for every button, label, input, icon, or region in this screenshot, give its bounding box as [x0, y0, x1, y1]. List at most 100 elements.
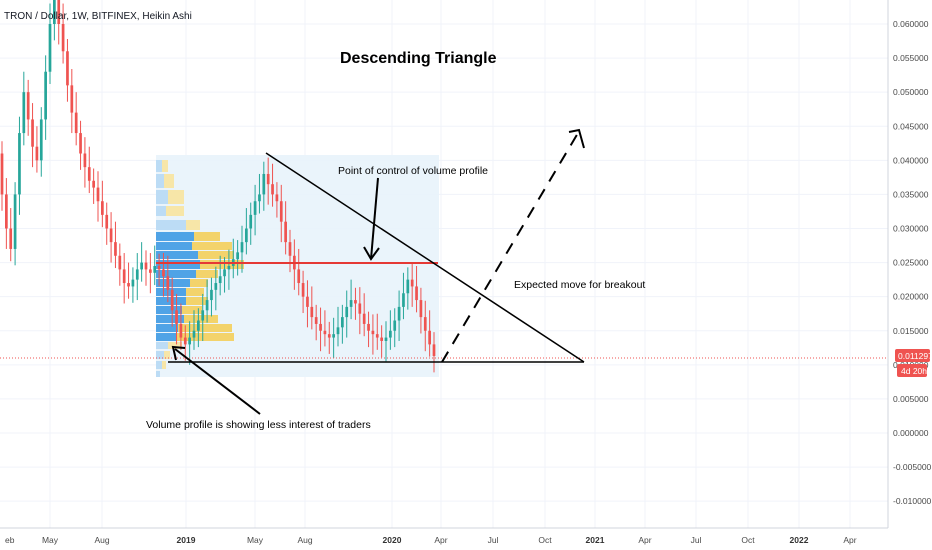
candle: [284, 221, 287, 243]
candle: [135, 269, 139, 280]
candle: [153, 265, 157, 273]
candle: [13, 194, 17, 249]
candle: [218, 276, 222, 284]
candle: [327, 334, 331, 338]
candle: [249, 214, 253, 229]
expected-move-arrowhead: [568, 128, 585, 149]
candle: [39, 119, 43, 161]
time-tick-label: 2020: [383, 535, 402, 545]
last-price-badge: [895, 349, 930, 362]
candle: [240, 242, 244, 253]
candle: [66, 51, 69, 86]
time-tick-label: Apr: [843, 535, 856, 545]
price-tick-label: 0.060000: [893, 19, 929, 29]
candle: [188, 337, 191, 345]
price-tick-label: 0.030000: [893, 224, 929, 234]
candle: [227, 265, 231, 270]
poc-label: Point of control of volume profile: [338, 165, 488, 177]
time-tick-label: Aug: [297, 535, 312, 545]
candle: [297, 269, 301, 284]
price-tick-label: 0.035000: [893, 189, 929, 199]
candle: [197, 320, 200, 331]
candle: [271, 184, 274, 195]
candle: [83, 153, 87, 168]
candle: [354, 300, 357, 304]
low-interest-arrowhead: [171, 345, 186, 361]
candle: [236, 252, 239, 260]
candle: [26, 92, 30, 120]
candle: [253, 201, 257, 215]
chart-title: Descending Triangle: [340, 50, 497, 67]
candle: [389, 330, 392, 338]
poc-arrow: [370, 177, 379, 260]
candle: [358, 303, 362, 314]
price-tick-label: -0.010000: [893, 496, 932, 506]
time-tick-label: Oct: [538, 535, 552, 545]
candle: [122, 269, 126, 284]
time-tick-label: Oct: [741, 535, 755, 545]
price-tick-label: 0.045000: [893, 121, 929, 131]
candle: [336, 327, 340, 335]
expected-label: Expected move for breakout: [514, 279, 645, 291]
time-tick-label: May: [247, 535, 264, 545]
candle: [332, 334, 335, 338]
time-tick-label: 2022: [790, 535, 809, 545]
price-tick-label: -0.005000: [893, 462, 932, 472]
candle: [166, 276, 170, 290]
time-tick-label: Apr: [638, 535, 651, 545]
candle: [367, 323, 370, 331]
candle: [179, 323, 183, 338]
candle: [140, 262, 143, 270]
expected-move-arrow: [441, 132, 579, 363]
candle: [183, 337, 187, 345]
candle: [31, 119, 34, 147]
candle: [323, 330, 327, 335]
candle: [201, 310, 205, 321]
candle: [105, 214, 109, 229]
candle: [70, 85, 74, 113]
candle: [406, 279, 410, 294]
candle: [92, 180, 95, 188]
price-tick-label: 0.025000: [893, 258, 929, 268]
price-tick-label: 0.040000: [893, 155, 929, 165]
candle: [79, 133, 82, 154]
candle: [22, 92, 26, 134]
candle: [162, 269, 165, 277]
candle: [397, 306, 401, 321]
candle: [87, 167, 91, 181]
candle: [48, 24, 52, 72]
candle: [127, 283, 130, 287]
candle: [371, 330, 375, 335]
candle: [380, 337, 383, 341]
candle: [101, 201, 104, 215]
candle: [5, 194, 8, 229]
candle: [341, 317, 344, 328]
candle: [96, 187, 100, 202]
candle: [9, 228, 13, 249]
candle: [192, 330, 196, 338]
price-axis[interactable]: 0.060000 0.055000 0.050000 0.045000 0.040000…: [893, 19, 932, 506]
poc-arrowhead: [363, 246, 380, 261]
candle: [288, 242, 292, 256]
time-tick-label: 2019: [177, 535, 196, 545]
candle: [214, 283, 218, 290]
candle: [170, 289, 174, 311]
candle: [35, 146, 39, 161]
price-tick-label: 0.015000: [893, 326, 929, 336]
candle: [310, 306, 314, 318]
price-tick-label: 0.020000: [893, 292, 929, 302]
candle: [205, 300, 209, 311]
countdown-badge: [897, 364, 927, 377]
candle: [428, 330, 431, 345]
time-axis[interactable]: eb May Aug 2019 May Aug 2020 Apr Jul Oct 2021 Apr Ju…: [5, 535, 857, 545]
candle: [345, 306, 349, 318]
time-tick-label: Aug: [94, 535, 109, 545]
candle: [149, 269, 152, 273]
candle: [402, 293, 405, 307]
candle: [275, 194, 279, 202]
candle: [415, 286, 418, 301]
price-tick-label: 0.000000: [893, 428, 929, 438]
candle: [410, 279, 414, 287]
candle: [61, 24, 65, 52]
